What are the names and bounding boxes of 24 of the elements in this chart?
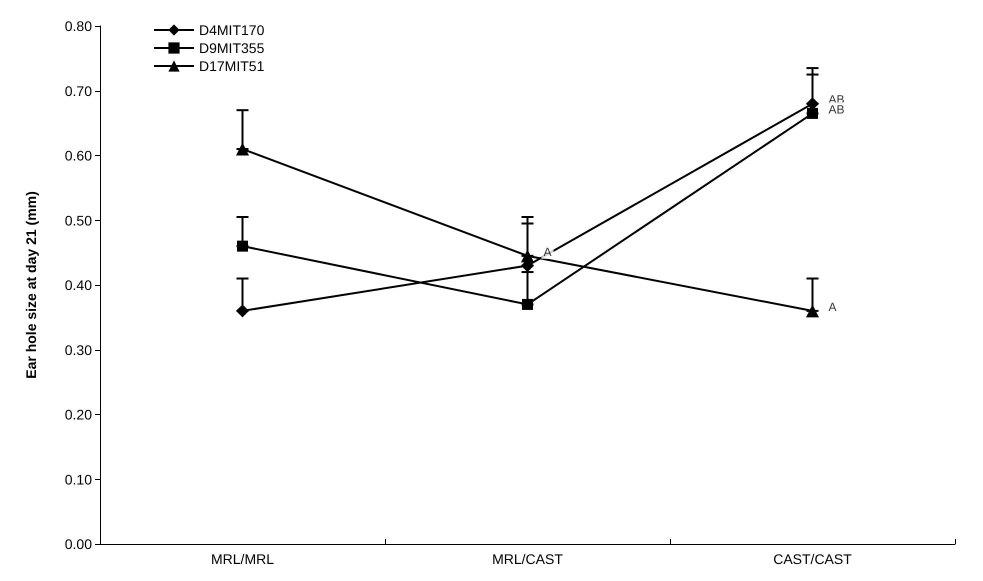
x-tick-label: CAST/CAST — [773, 551, 852, 567]
y-tick-label: 0.60 — [64, 148, 92, 164]
y-tick-label: 0.10 — [64, 471, 92, 488]
x-tick-label: MRL/CAST — [492, 551, 564, 567]
y-tick-label: 0.30 — [64, 342, 92, 358]
annotation: A — [828, 300, 837, 314]
point — [237, 240, 248, 252]
annotation: AB — [828, 102, 845, 116]
y-tick-label: 0.00 — [64, 536, 92, 552]
y-tick-label: 0.20 — [64, 406, 92, 422]
point — [522, 298, 533, 310]
legend-label: D17MIT51 — [199, 58, 265, 74]
y-tick-label: 0.40 — [64, 277, 92, 293]
point — [807, 108, 818, 119]
y-tick-label: 0.80 — [64, 18, 92, 34]
y-tick-label: 0.70 — [64, 82, 92, 99]
y-tick-label: 0.50 — [64, 212, 92, 228]
point — [236, 142, 249, 156]
point — [236, 304, 249, 318]
legend-label: D9MIT355 — [199, 40, 265, 56]
annotation: A — [544, 244, 552, 259]
legend-label: D4MIT170 — [199, 22, 265, 38]
y-axis-title: Ear hole size at day 21 (mm) — [23, 191, 39, 379]
x-tick-label: MRL/MRL — [210, 551, 274, 567]
